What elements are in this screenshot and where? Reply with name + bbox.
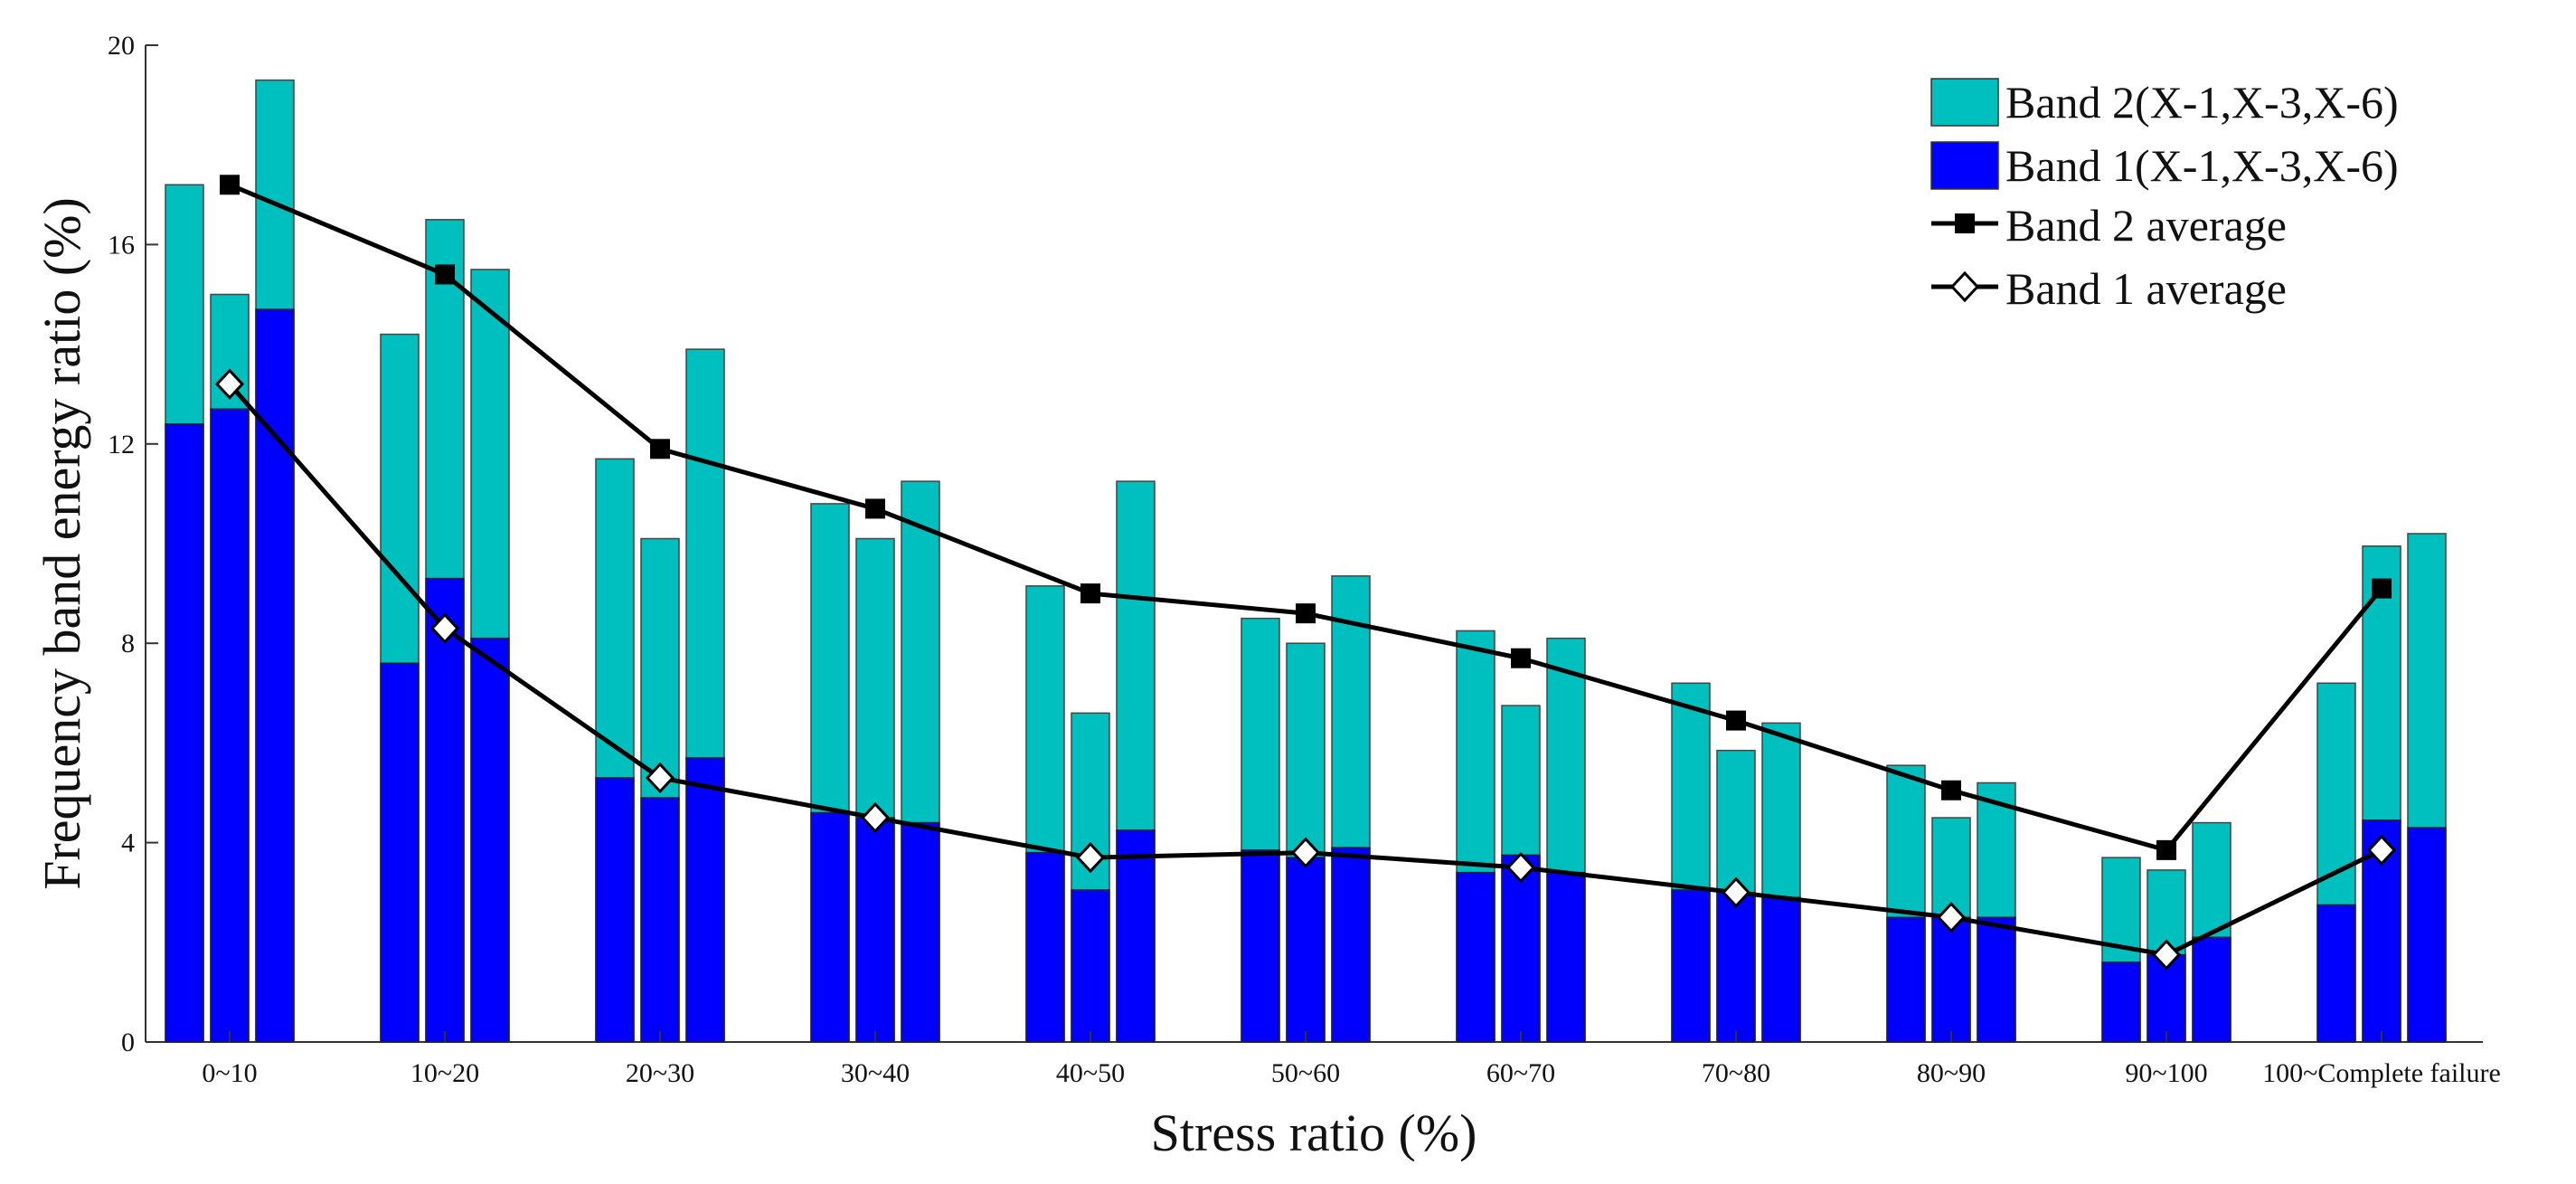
bars — [165, 79, 2447, 1043]
legend-label-band2-average: Band 2 average — [2005, 200, 2287, 251]
x-tick-label-4: 40~50 — [1056, 1058, 1125, 1088]
bar-band1-x-6-group-4 — [1116, 829, 1156, 1043]
bar-band1-x-6-group-5 — [1331, 847, 1371, 1043]
bar-band1-x-6-group-8 — [1977, 916, 2016, 1043]
bar-band1-x-3-group-5 — [1286, 857, 1326, 1043]
bar-band1-x-3-group-1 — [425, 577, 465, 1043]
y-tick-label-16: 16 — [108, 230, 135, 260]
bar-band1-x-6-group-0 — [255, 308, 295, 1043]
band1-average-marker-4 — [1075, 841, 1106, 874]
band1-average-marker-3 — [860, 801, 891, 834]
bar-band1-x-6-group-6 — [1546, 871, 1586, 1043]
bar-band1-x-1-group-1 — [380, 662, 420, 1043]
band1-average-marker-9 — [2151, 939, 2182, 971]
x-tick-label-9: 90~100 — [2125, 1058, 2207, 1088]
x-axis-title: Stress ratio (%) — [1151, 1103, 1477, 1162]
bar-band1-x-6-group-7 — [1761, 896, 1801, 1043]
legend-label-band1: Band 1(X-1,X-3,X-6) — [2005, 140, 2399, 191]
band2-average-marker-2 — [650, 439, 670, 459]
x-tick-label-0: 0~10 — [202, 1058, 257, 1088]
bar-band1-x-3-group-2 — [640, 797, 680, 1043]
bar-band1-x-1-group-9 — [2101, 961, 2141, 1043]
x-tick-label-3: 30~40 — [841, 1058, 910, 1088]
y-tick-label-8: 8 — [121, 629, 135, 658]
band2-average-marker-0 — [220, 175, 240, 195]
band1-average-marker-6 — [1505, 851, 1536, 884]
x-tick-label-1: 10~20 — [410, 1058, 479, 1088]
bar-band1-x-1-group-6 — [1456, 871, 1496, 1043]
bar-band1-x-6-group-1 — [470, 637, 510, 1043]
band1-average-marker-5 — [1290, 837, 1321, 868]
bar-band1-x-3-group-3 — [855, 817, 895, 1043]
bar-band1-x-3-group-7 — [1716, 891, 1756, 1043]
legend: Band 2(X-1,X-3,X-6) Band 1(X-1,X-3,X-6) … — [1930, 77, 2399, 314]
y-axis-title: Frequency band energy ratio (%) — [33, 197, 91, 890]
bar-band1-x-1-group-4 — [1025, 851, 1065, 1043]
band1-average-marker-8 — [1936, 902, 1967, 933]
legend-label-band1-average: Band 1 average — [2005, 263, 2287, 314]
bar-band1-x-1-group-8 — [1886, 916, 1926, 1043]
band2-average-marker-1 — [435, 264, 455, 285]
bar-band1-x-1-group-5 — [1241, 849, 1280, 1043]
bar-band1-x-6-group-2 — [685, 757, 725, 1043]
band1-average-marker-0 — [214, 368, 245, 400]
bar-band1-x-6-group-9 — [2192, 936, 2232, 1043]
legend-swatch-band2 — [1930, 78, 1999, 127]
x-tick-label-2: 20~30 — [626, 1058, 694, 1088]
bar-band1-x-6-group-3 — [901, 821, 940, 1043]
bar-band1-x-1-group-7 — [1671, 889, 1711, 1043]
y-tick-label-20: 20 — [108, 31, 135, 61]
legend-marker-band2-average — [1955, 213, 1975, 233]
bar-band1-x-1-group-3 — [810, 811, 850, 1043]
band1-average-marker-10 — [2366, 834, 2397, 867]
band1-average-marker-1 — [429, 612, 460, 644]
band1-average-marker-7 — [1721, 876, 1751, 908]
x-tick-label-7: 70~80 — [1702, 1058, 1770, 1088]
bar-band1-x-6-group-10 — [2407, 827, 2447, 1043]
y-tick-label-12: 12 — [108, 430, 135, 459]
bar-band1-x-3-group-0 — [210, 408, 250, 1043]
bar-band1-x-1-group-10 — [2317, 904, 2356, 1043]
legend-marker-band1-average — [1949, 270, 1980, 303]
band2-average-marker-4 — [1080, 583, 1100, 604]
average-lines — [214, 175, 2397, 971]
y-tick-label-0: 0 — [121, 1028, 135, 1057]
bar-band1-x-1-group-0 — [165, 423, 204, 1043]
bar-band1-x-3-group-6 — [1501, 854, 1541, 1043]
x-tick-label-10: 100~Complete failure — [2262, 1058, 2501, 1088]
x-tick-label-6: 60~70 — [1486, 1058, 1555, 1088]
band2-average-marker-8 — [1941, 780, 1961, 800]
legend-label-band2: Band 2(X-1,X-3,X-6) — [2005, 77, 2399, 128]
band1-average-marker-2 — [645, 762, 675, 794]
band2-average-marker-9 — [2156, 839, 2176, 860]
tick-labels: 0 4 8 12 16 20 0~10 10~20 20~30 30~40 40~50 50~60 60… — [108, 31, 2501, 1088]
x-tick-label-8: 80~90 — [1917, 1058, 1986, 1088]
band2-average-marker-7 — [1726, 710, 1746, 731]
band2-average-marker-3 — [865, 498, 885, 519]
band2-average-marker-6 — [1511, 648, 1531, 668]
legend-swatch-band1 — [1930, 141, 1999, 190]
y-tick-label-4: 4 — [121, 829, 135, 858]
x-tick-label-5: 50~60 — [1271, 1058, 1340, 1088]
bar-band1-x-1-group-2 — [595, 777, 635, 1043]
bar-band1-x-3-group-4 — [1071, 889, 1110, 1043]
bar-band1-x-3-group-8 — [1931, 916, 1971, 1043]
band2-average-marker-10 — [2372, 578, 2392, 599]
band2-average-marker-5 — [1296, 603, 1316, 624]
